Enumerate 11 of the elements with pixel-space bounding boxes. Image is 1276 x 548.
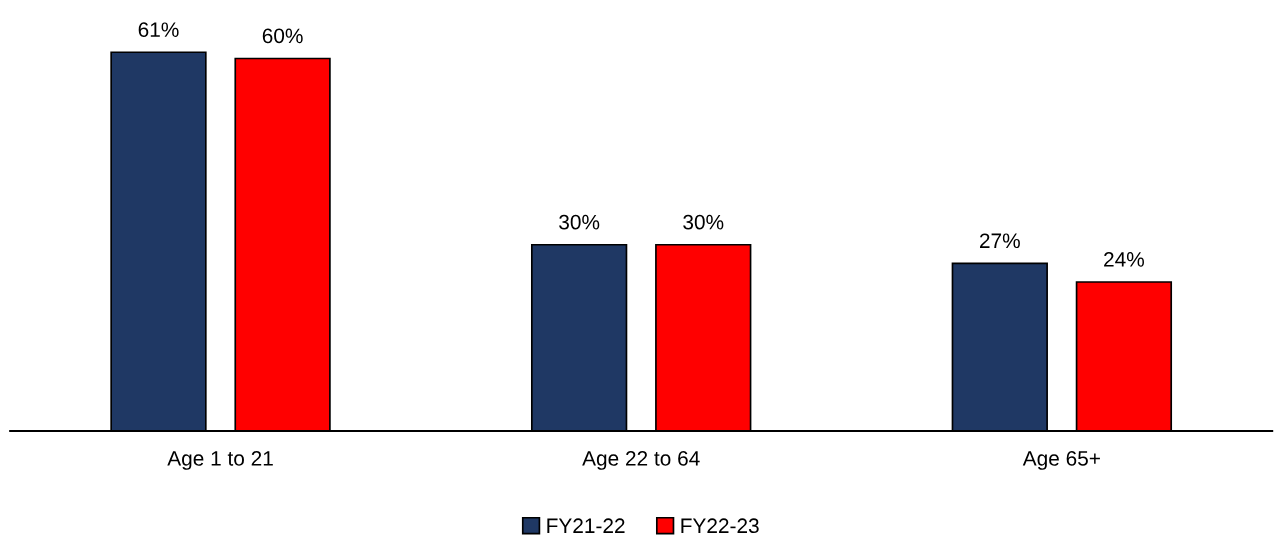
x-tick-label: Age 65+ xyxy=(1022,451,1100,470)
data-label: 30% xyxy=(683,214,724,230)
data-label: 61% xyxy=(138,22,179,38)
x-tick-label: Age 1 to 21 xyxy=(167,451,273,470)
data-label: 30% xyxy=(559,214,600,230)
data-label: 27% xyxy=(980,233,1020,249)
data-label: 24% xyxy=(1104,252,1144,267)
legend-label: FY21-22 xyxy=(547,518,625,533)
legend-label: FY22-23 xyxy=(681,518,759,534)
data-label: 60% xyxy=(262,28,303,44)
x-tick-label: Age 22 to 64 xyxy=(582,451,700,470)
